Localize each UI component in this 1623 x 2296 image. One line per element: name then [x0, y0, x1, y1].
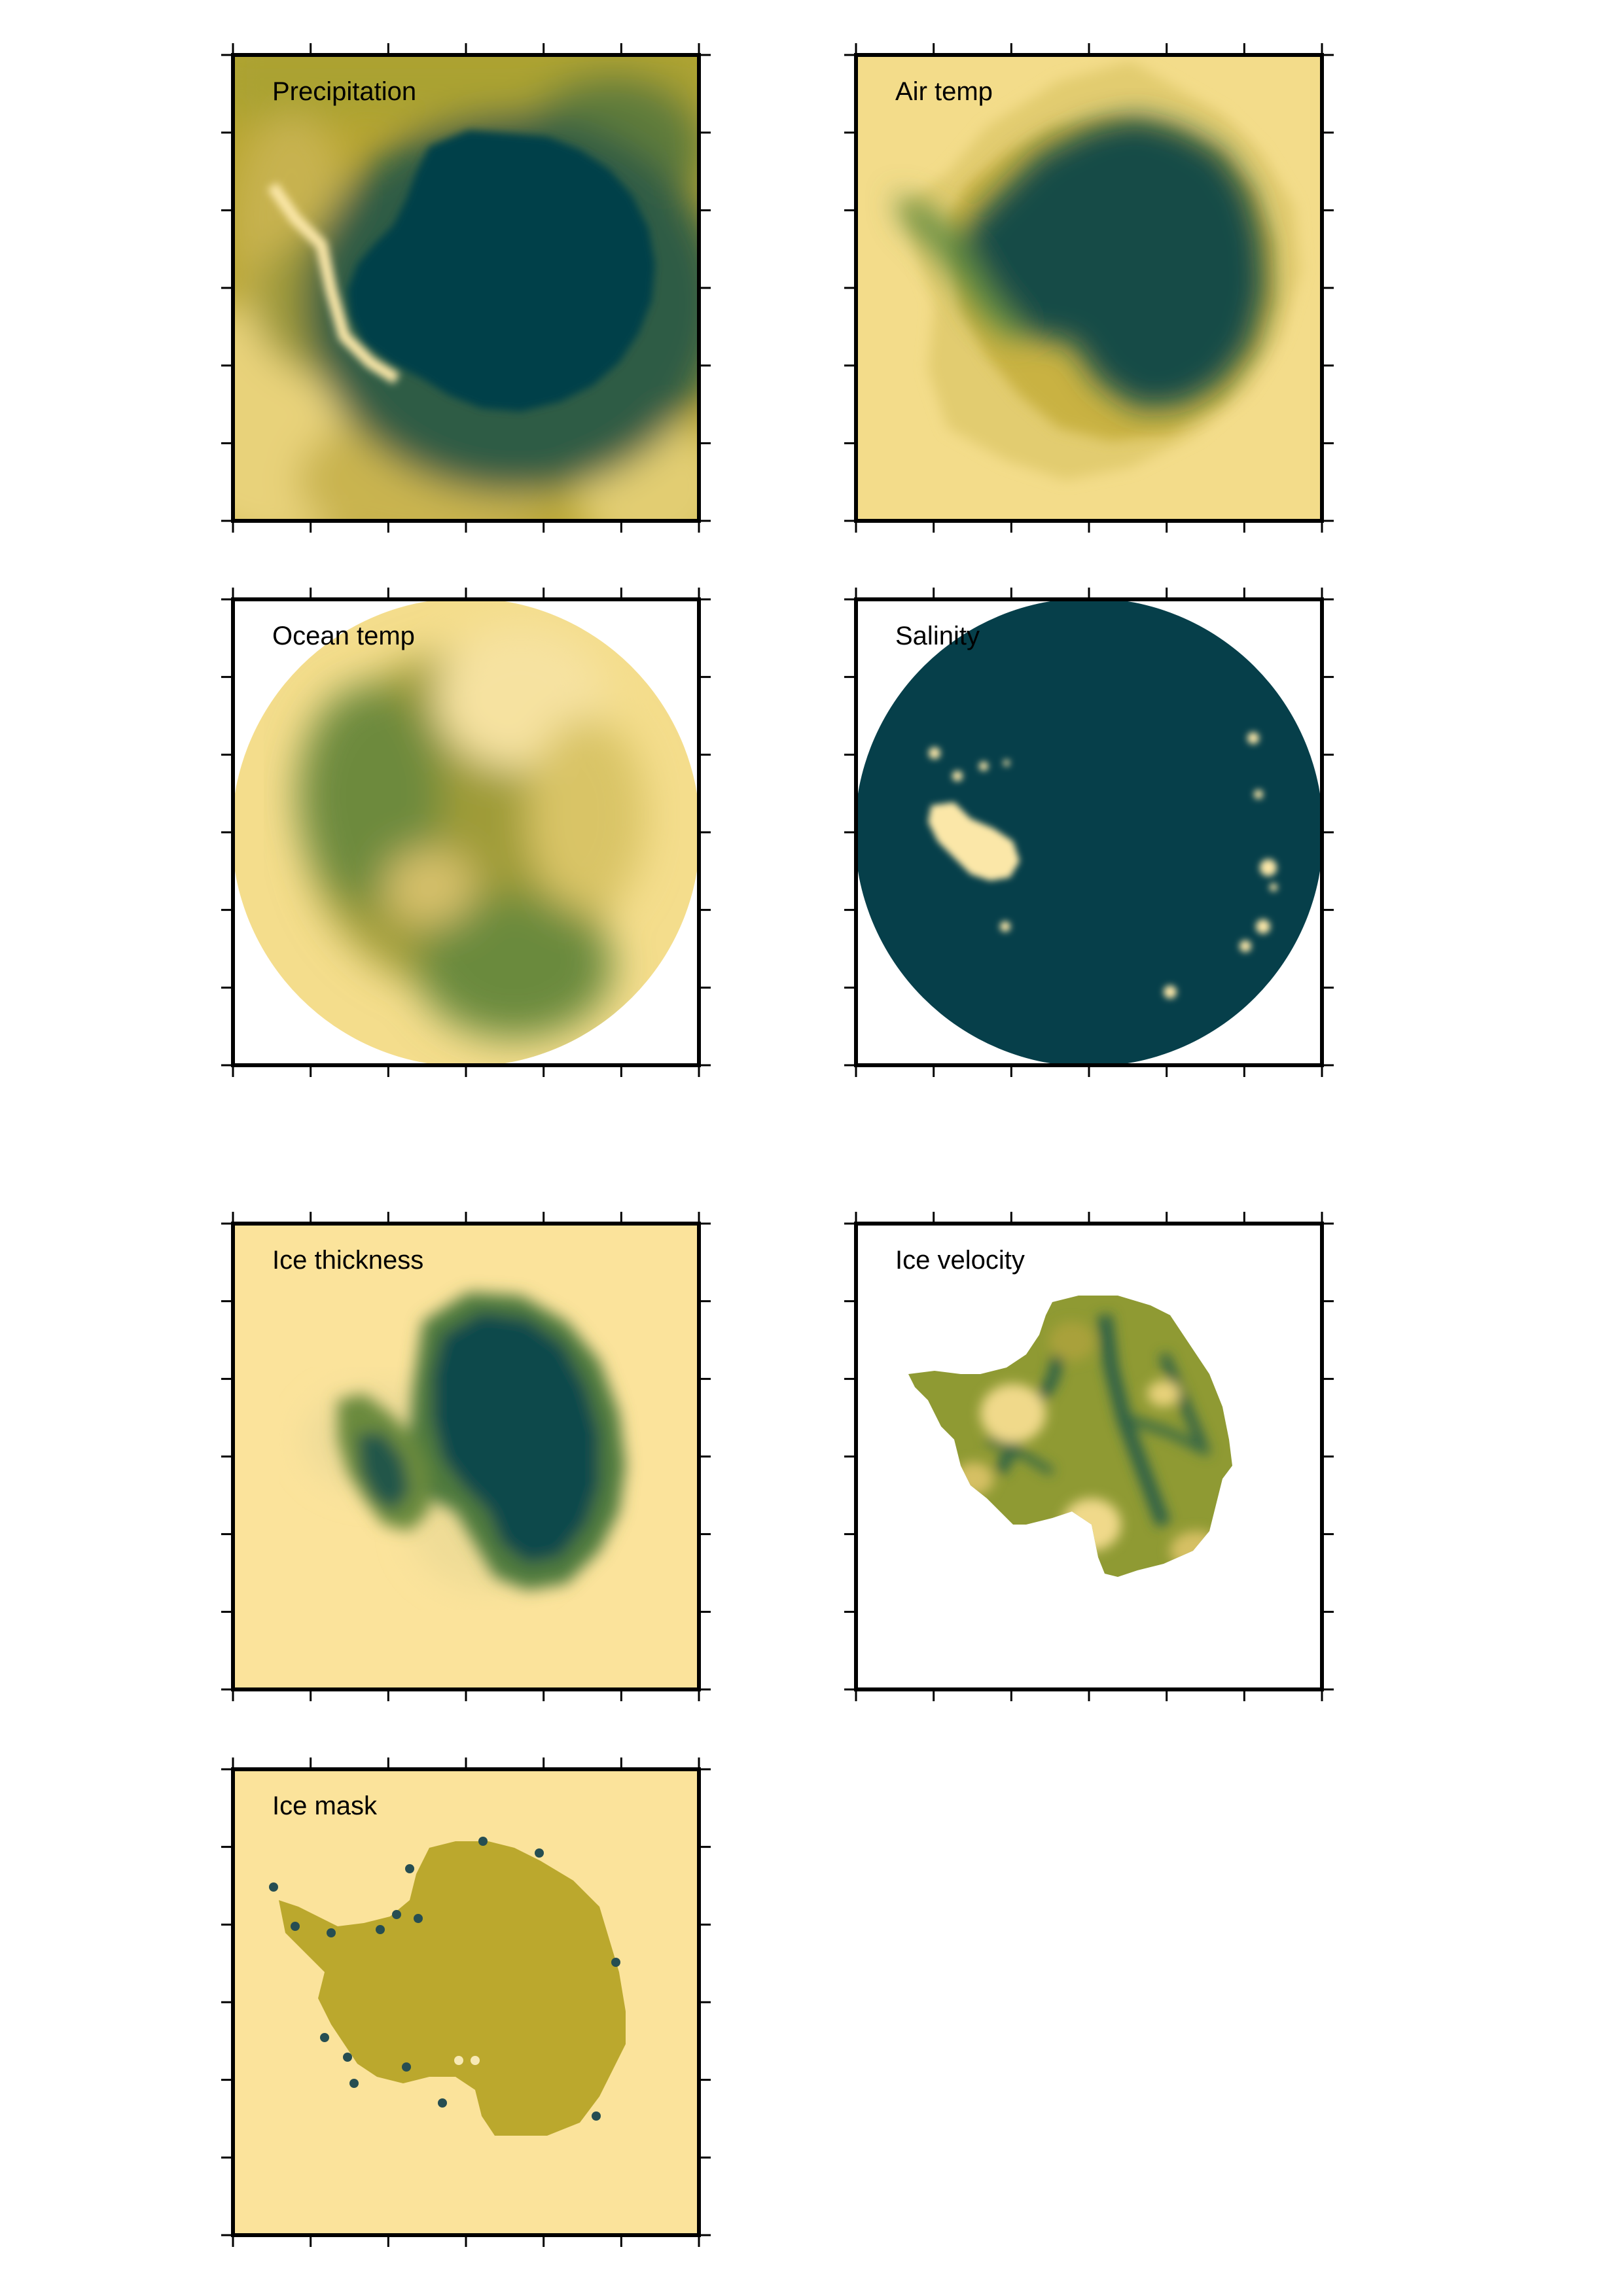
- axis-ticks: [221, 1212, 711, 1701]
- icemask-spots: [269, 1837, 620, 2121]
- panel-ice-velocity: Ice velocity: [844, 1212, 1334, 1701]
- axis-ticks: [221, 1757, 711, 2247]
- panel-ocean-temp-plot: [221, 588, 711, 1077]
- airtemp-continent: [961, 117, 1265, 408]
- axis-ticks: [221, 588, 711, 1077]
- salinity-spot: [929, 747, 940, 759]
- icemask-spot: [402, 2062, 411, 2072]
- panel-ice-thickness-plot: [221, 1212, 711, 1701]
- panel-title: Precipitation: [272, 77, 417, 106]
- airtemp-peninsula: [895, 192, 1026, 343]
- icethick-peninsula-core: [357, 1433, 410, 1511]
- icemask-spot: [327, 1928, 336, 1937]
- icemask-spot: [611, 1958, 620, 1967]
- salinity-spot: [1003, 760, 1010, 766]
- panel-ice-mask: Ice mask: [221, 1757, 711, 2247]
- icemask-pale-spot: [454, 2056, 463, 2065]
- panel-title: Ice thickness: [272, 1246, 424, 1275]
- icemask-pale-spots: [454, 2056, 480, 2065]
- icemask-spot: [535, 1848, 544, 1858]
- icemask-pale-spot: [471, 2056, 480, 2065]
- panel-ice-velocity-plot: [844, 1212, 1334, 1701]
- icemask-spot: [592, 2111, 601, 2121]
- icemask-spot: [349, 2079, 359, 2088]
- icemask-spot: [392, 1910, 401, 1919]
- icemask-land: [279, 1841, 626, 2136]
- salinity-spot: [1256, 919, 1270, 934]
- icemask-spot: [376, 1925, 385, 1934]
- panel-ice-thickness: Ice thickness: [221, 1212, 711, 1701]
- axis-ticks: [221, 43, 711, 533]
- icethick-core: [433, 1312, 599, 1564]
- salinity-spot: [1000, 921, 1010, 932]
- icemask-spot: [269, 1882, 278, 1892]
- salinity-spot: [1270, 883, 1277, 891]
- panel-precipitation-plot: [221, 43, 711, 533]
- icemask-spot: [291, 1922, 300, 1931]
- panel-salinity-plot: [844, 588, 1334, 1077]
- panel-title: Ice mask: [272, 1792, 378, 1820]
- icemask-spot: [405, 1864, 414, 1873]
- precip-continent-core: [348, 130, 655, 412]
- icemask-spot: [320, 2033, 329, 2042]
- icemask-spot: [343, 2053, 352, 2062]
- panel-ice-mask-plot: [221, 1757, 711, 2247]
- precip-coast-highlight: [267, 182, 400, 384]
- salinity-spot: [1164, 985, 1177, 998]
- salinity-spot: [1254, 790, 1263, 799]
- panel-salinity: Salinity: [844, 588, 1334, 1077]
- salinity-spot: [979, 762, 988, 771]
- axis-ticks: [844, 43, 1334, 533]
- panel-precipitation: Precipitation: [221, 43, 711, 533]
- salinity-patch: [928, 802, 1020, 881]
- axis-ticks: [844, 1212, 1334, 1701]
- icemask-spot: [438, 2098, 447, 2108]
- panel-title: Ocean temp: [272, 622, 415, 650]
- panel-title: Salinity: [895, 622, 980, 650]
- salinity-background: [856, 599, 1322, 1065]
- salinity-spot: [1247, 732, 1259, 744]
- panel-air-temp-plot: [844, 43, 1334, 533]
- axis-ticks: [844, 588, 1334, 1077]
- panel-ocean-temp: Ocean temp: [221, 588, 711, 1077]
- salinity-spot: [1260, 859, 1277, 876]
- panel-title: Air temp: [895, 77, 993, 106]
- panel-title: Ice velocity: [895, 1246, 1025, 1275]
- icemask-spot: [414, 1914, 423, 1923]
- panel-air-temp: Air temp: [844, 43, 1334, 533]
- icemask-spot: [478, 1837, 488, 1846]
- salinity-spot: [952, 771, 963, 781]
- salinity-spot: [1240, 940, 1251, 952]
